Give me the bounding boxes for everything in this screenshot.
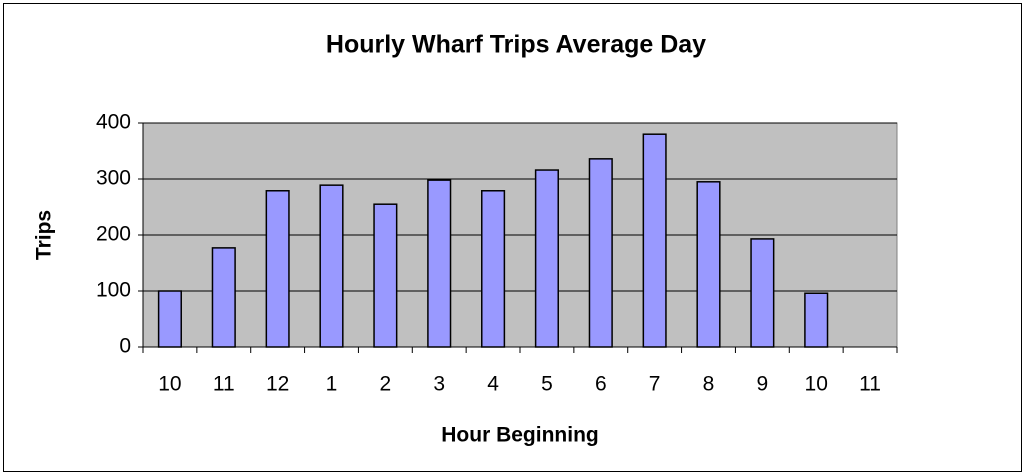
bar bbox=[696, 181, 721, 348]
x-tick-label: 10 bbox=[805, 373, 828, 396]
x-tick-label: 3 bbox=[433, 373, 445, 396]
bar bbox=[481, 190, 506, 348]
bar bbox=[642, 133, 667, 348]
chart-title: Hourly Wharf Trips Average Day bbox=[326, 31, 706, 59]
x-tick-label: 8 bbox=[703, 373, 715, 396]
y-tick-label: 200 bbox=[96, 223, 131, 246]
bar bbox=[157, 290, 182, 348]
x-tick-label: 12 bbox=[266, 373, 289, 396]
x-tick-label: 1 bbox=[326, 373, 338, 396]
x-tick-label: 10 bbox=[158, 373, 181, 396]
x-tick-label: 2 bbox=[380, 373, 392, 396]
x-tick-label: 7 bbox=[649, 373, 661, 396]
y-axis-label: Trips bbox=[33, 210, 56, 260]
x-axis-label: Hour Beginning bbox=[441, 424, 598, 447]
x-tick-label: 6 bbox=[595, 373, 607, 396]
y-tick-label: 0 bbox=[119, 335, 131, 358]
x-tick-label: 11 bbox=[859, 373, 881, 396]
bar bbox=[265, 190, 290, 348]
bar bbox=[804, 292, 829, 348]
x-tick-label: 5 bbox=[541, 373, 553, 396]
x-tick-label: 9 bbox=[757, 373, 769, 396]
x-tick-label: 11 bbox=[213, 373, 235, 396]
bar bbox=[211, 247, 236, 348]
bar bbox=[427, 179, 452, 348]
y-tick-label: 300 bbox=[96, 167, 131, 190]
y-tick-label: 100 bbox=[96, 279, 131, 302]
bar bbox=[588, 158, 613, 348]
bar bbox=[750, 238, 775, 348]
bar bbox=[534, 169, 559, 348]
bar bbox=[373, 203, 398, 348]
x-tick-label: 4 bbox=[487, 373, 499, 396]
bar bbox=[319, 184, 344, 348]
y-tick-label: 400 bbox=[96, 111, 131, 134]
